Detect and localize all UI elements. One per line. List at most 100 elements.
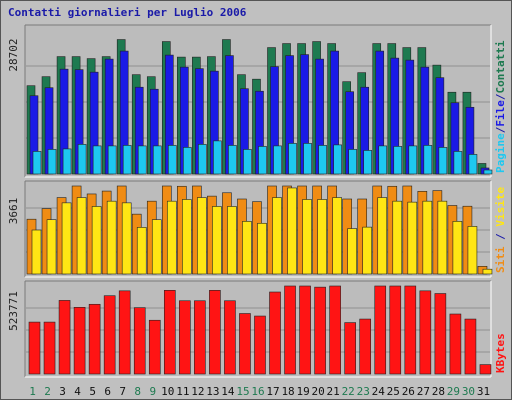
bar-siti-day-5 (91, 206, 102, 275)
bar-kbytes-day-24 (374, 285, 387, 375)
bar-pagine-day-1 (32, 151, 42, 175)
x-tick-label-day-13: 13 (206, 385, 219, 398)
x-tick-label-day-25: 25 (387, 385, 400, 398)
bar-kbytes-day-22 (344, 322, 356, 375)
bar-kbytes-day-17 (269, 291, 281, 375)
bar-pagine-day-21 (333, 144, 342, 175)
bar-pagine-day-31 (483, 169, 493, 175)
bar-siti-day-28 (437, 200, 448, 275)
bar-siti-day-27 (422, 200, 433, 275)
bar-kbytes-day-1 (28, 321, 41, 375)
bar-pagine-day-5 (92, 145, 102, 175)
x-tick-label-day-19: 19 (296, 385, 309, 398)
x-tick-label-day-3: 3 (59, 385, 66, 398)
bar-kbytes-day-7 (118, 290, 131, 375)
bar-siti-day-9 (151, 219, 162, 275)
x-tick-label-day-9: 9 (149, 385, 156, 398)
bar-siti-day-30 (467, 226, 478, 275)
bar-siti-day-26 (407, 201, 418, 275)
x-tick-label-day-10: 10 (161, 385, 174, 398)
x-tick-label-day-27: 27 (417, 385, 430, 398)
bar-kbytes-day-29 (449, 313, 462, 375)
y-max-label-kbytes: 523771 (7, 291, 20, 331)
bar-kbytes-day-6 (103, 295, 116, 375)
bar-pagine-day-24 (378, 145, 388, 175)
bar-pagine-day-28 (438, 147, 448, 175)
bar-kbytes-day-3 (58, 300, 71, 375)
bar-kbytes-day-26 (404, 285, 417, 375)
x-tick-label-day-26: 26 (402, 385, 415, 398)
bar-kbytes-day-4 (73, 306, 86, 375)
bar-pagine-day-7 (122, 145, 132, 175)
x-tick-label-day-4: 4 (74, 385, 81, 398)
bar-siti-day-13 (212, 206, 222, 275)
bar-pagine-day-12 (198, 144, 207, 175)
bar-pagine-day-2 (47, 149, 57, 175)
bar-siti-day-2 (46, 219, 57, 275)
bar-kbytes-day-27 (419, 290, 432, 375)
bar-siti-day-17 (272, 197, 282, 275)
bar-siti-day-12 (197, 197, 207, 275)
bar-pagine-day-17 (273, 145, 282, 175)
bar-kbytes-day-19 (299, 285, 311, 375)
bar-siti-day-15 (242, 221, 252, 275)
bar-pagine-day-16 (258, 146, 267, 175)
bar-pagine-day-15 (243, 149, 252, 175)
bar-siti-day-19 (302, 199, 312, 275)
bar-kbytes-day-14 (224, 300, 236, 375)
bar-siti-day-24 (377, 197, 388, 275)
bar-pagine-day-20 (318, 145, 327, 175)
x-tick-label-day-28: 28 (432, 385, 445, 398)
x-tick-label-day-12: 12 (191, 385, 204, 398)
bar-pagine-day-14 (228, 145, 237, 175)
bar-kbytes-day-11 (179, 300, 191, 375)
bar-kbytes-day-23 (359, 318, 372, 375)
bar-kbytes-day-31 (479, 364, 492, 375)
bar-kbytes-day-2 (43, 321, 56, 375)
bar-kbytes-day-16 (254, 315, 266, 375)
bar-kbytes-day-12 (194, 300, 206, 375)
bar-siti-day-18 (287, 187, 297, 275)
x-tick-label-day-15: 15 (236, 385, 249, 398)
bar-siti-day-23 (362, 226, 373, 275)
legend-segment-visits-0: Siti (494, 246, 507, 273)
bar-pagine-day-29 (453, 151, 463, 175)
x-tick-label-day-8: 8 (134, 385, 141, 398)
x-tick-label-day-16: 16 (251, 385, 264, 398)
x-tick-label-day-29: 29 (447, 385, 460, 398)
bar-siti-day-20 (317, 199, 327, 275)
x-tick-label-day-14: 14 (221, 385, 235, 398)
x-tick-label-day-18: 18 (281, 385, 294, 398)
bar-pagine-day-27 (423, 145, 433, 175)
chart-title: Contatti giornalieri per Luglio 2006 (8, 6, 247, 19)
bar-kbytes-day-9 (148, 319, 161, 375)
legend-segment-hits-3: / (494, 93, 507, 100)
legend-visits: Siti / Visite (494, 187, 507, 273)
bar-pagine-day-4 (77, 144, 87, 175)
bar-siti-day-6 (106, 200, 117, 275)
x-tick-label-day-30: 30 (462, 385, 475, 398)
bar-kbytes-day-8 (133, 307, 146, 375)
bar-siti-day-29 (452, 221, 463, 275)
legend-segment-visits-2: Visite (494, 187, 507, 227)
bar-siti-day-3 (61, 202, 72, 275)
bar-pagine-day-3 (62, 148, 72, 175)
bar-siti-day-11 (182, 199, 192, 275)
x-tick-label-day-5: 5 (89, 385, 96, 398)
y-max-label-visits: 3661 (7, 198, 20, 225)
bar-pagine-day-10 (167, 145, 177, 175)
bar-kbytes-day-28 (434, 293, 447, 375)
x-tick-label-day-11: 11 (176, 385, 189, 398)
legend-segment-hits-2: File (494, 100, 507, 127)
bar-kbytes-day-10 (163, 290, 176, 375)
x-tick-label-day-17: 17 (266, 385, 279, 398)
bar-pagine-day-23 (363, 150, 373, 175)
x-tick-label-day-7: 7 (119, 385, 126, 398)
bar-pagine-day-26 (408, 145, 418, 175)
bar-siti-day-21 (332, 197, 342, 275)
legend-segment-visits-1: / (494, 227, 507, 247)
legend-hits: Pagine/File/Contatti (494, 40, 507, 173)
bar-kbytes-day-25 (389, 285, 402, 375)
bar-pagine-day-25 (393, 146, 403, 175)
x-tick-label-day-22: 22 (342, 385, 355, 398)
